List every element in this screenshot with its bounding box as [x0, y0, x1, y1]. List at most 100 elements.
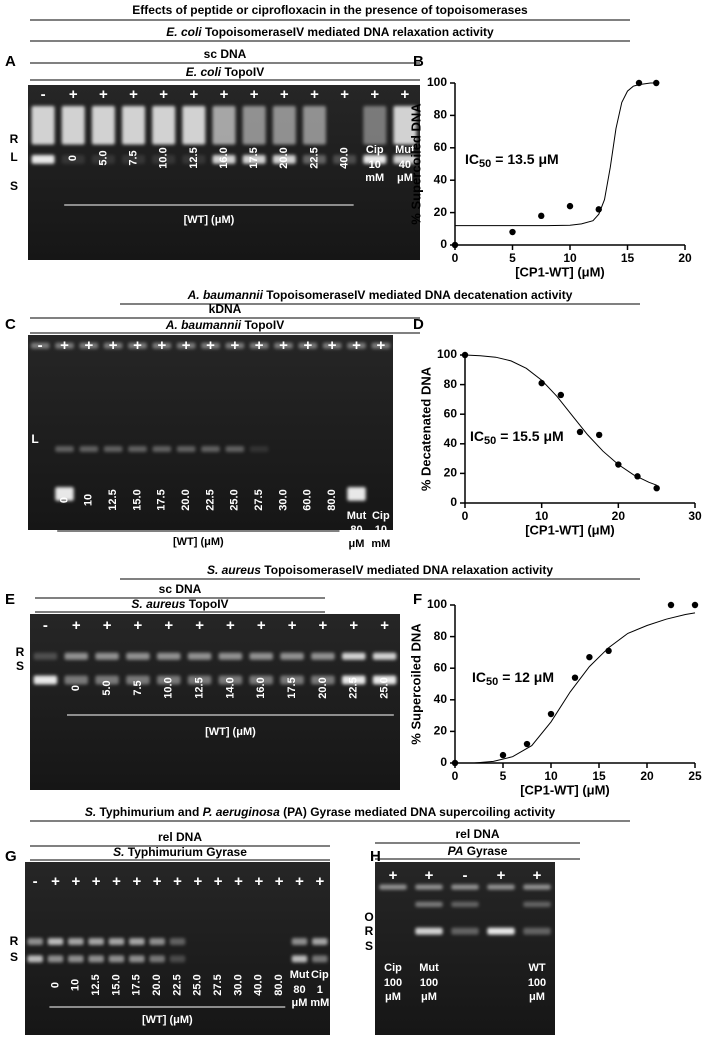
y-tick-label: 40	[444, 436, 458, 450]
lane-label: 7.5	[132, 680, 144, 695]
lane-label: 80.0	[273, 974, 285, 995]
lane-label: 12.5	[188, 147, 200, 168]
y-tick-label: 80	[434, 629, 448, 643]
lane-label: 80	[350, 524, 362, 536]
lane-sign: +	[60, 337, 69, 354]
lane-sign: +	[99, 86, 108, 103]
lane-sign: +	[164, 617, 173, 634]
gel-band	[152, 342, 172, 349]
y-tick-label: 80	[444, 377, 458, 391]
lane-sign: +	[92, 873, 101, 890]
lane-label: 30.0	[232, 974, 244, 995]
lane-label: Mut	[395, 144, 415, 156]
heading-part: P. aeruginosa	[203, 805, 280, 819]
lane-sign: +	[255, 337, 264, 354]
y-tick-label: 100	[437, 347, 457, 361]
gel	[25, 862, 330, 1035]
lane-sign: +	[310, 86, 319, 103]
band-marker: R	[365, 924, 374, 938]
heading-part: TopoisomeraseIV mediated DNA relaxation …	[261, 563, 553, 577]
gel-band	[169, 955, 186, 963]
heading-part: E. coli	[186, 65, 222, 79]
heading-part: Gyrase	[463, 844, 507, 858]
substrate: rel DNA	[455, 827, 499, 841]
lane-label: 0	[67, 155, 79, 161]
lane-sign: +	[157, 337, 166, 354]
gel-band	[55, 342, 74, 349]
lane-label: 60.0	[302, 489, 314, 510]
data-point	[653, 485, 660, 492]
gel-band	[68, 955, 84, 963]
gel	[30, 614, 400, 790]
lane-sign: -	[38, 337, 43, 354]
lane-label: 10	[70, 979, 82, 991]
data-point	[461, 351, 469, 359]
lane-label: 20.0	[317, 677, 329, 698]
lane-sign: +	[295, 873, 304, 890]
lane-sign: +	[84, 337, 93, 354]
lane-label: 40.0	[253, 974, 265, 995]
lane-label: 27.5	[212, 974, 224, 995]
data-point	[538, 212, 545, 220]
gel-band	[149, 938, 165, 946]
data-point	[653, 79, 660, 87]
gel-band	[312, 938, 328, 946]
lane-label: Cip	[372, 510, 390, 522]
band-marker: S	[16, 659, 24, 673]
gel	[28, 335, 393, 530]
heading-part: A. baumannii	[165, 318, 242, 332]
x-tick-label: 5	[500, 769, 507, 783]
gel-band	[33, 652, 58, 660]
annotation-sub: 50	[486, 676, 498, 688]
gel-band	[201, 342, 220, 349]
data-point	[595, 206, 602, 213]
gel-band	[451, 901, 479, 907]
lane-sign: +	[280, 86, 289, 103]
x-tick-label: 20	[640, 769, 654, 783]
data-point	[451, 759, 459, 767]
gel-band	[61, 106, 85, 145]
gel-band	[88, 938, 104, 946]
axis-bracket-label: [WT] (μM)	[173, 536, 224, 548]
lane-sign: +	[214, 873, 223, 890]
annotation-part: IC	[470, 428, 484, 444]
gel-band	[280, 675, 304, 685]
gel-band	[523, 884, 551, 890]
lane-label: 16.0	[255, 677, 267, 698]
panel-letter: C	[5, 316, 16, 333]
lane-sign: +	[129, 86, 138, 103]
gel-band	[371, 342, 391, 349]
lane-label: 12.5	[193, 677, 205, 698]
gel-band	[169, 938, 186, 946]
lane-label: Mut	[290, 969, 310, 981]
x-tick-label: 0	[462, 509, 469, 523]
gel-band	[218, 652, 243, 660]
gel-band	[393, 106, 417, 145]
lane-label: 20.0	[278, 147, 290, 168]
lane-label: Cip	[311, 969, 329, 981]
gel-band	[347, 487, 366, 501]
gel-band	[372, 652, 397, 660]
gel-band	[363, 106, 387, 145]
gel-band	[27, 955, 43, 963]
lane-label: 10	[375, 524, 387, 536]
gel-band	[176, 446, 196, 452]
gel-band	[242, 155, 266, 164]
heading: S. Typhimurium Gyrase	[113, 845, 247, 859]
lane-sign: -	[463, 867, 468, 884]
lane-sign: +	[112, 873, 121, 890]
lane-label: 25.0	[229, 489, 241, 510]
band-marker: S	[365, 939, 373, 953]
lane-sign: +	[132, 873, 141, 890]
lane-label: 15.0	[110, 974, 122, 995]
gel-band	[312, 955, 328, 963]
gel-band	[249, 342, 269, 349]
annotation-sub: 50	[479, 158, 491, 170]
gel-band	[103, 342, 123, 349]
gel-band	[79, 446, 99, 452]
y-tick-label: 60	[444, 406, 458, 420]
gel-band	[129, 955, 145, 963]
lane-label: Mut	[347, 510, 367, 522]
lane-sign: +	[315, 873, 324, 890]
